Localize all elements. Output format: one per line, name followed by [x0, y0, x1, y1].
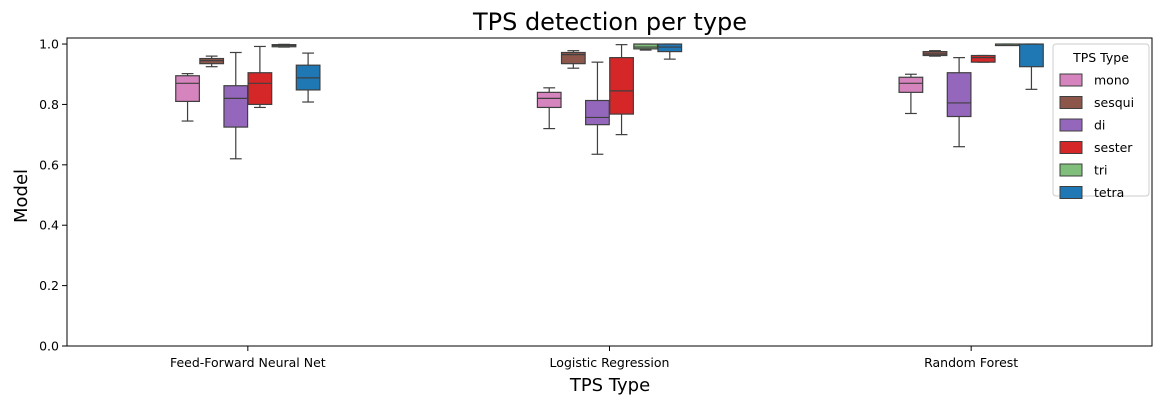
box-mono — [536, 87, 562, 130]
box-body — [609, 57, 634, 115]
y-axis-ticks: 0.0 0.2 0.4 0.6 0.8 1.0 — [39, 37, 67, 354]
legend-label-tri: tri — [1094, 163, 1108, 178]
legend-swatch-sester — [1059, 141, 1083, 154]
box-di — [946, 57, 972, 148]
legend-title: TPS Type — [1072, 50, 1129, 65]
box-di — [223, 51, 249, 160]
box-sester — [970, 54, 996, 63]
y-tick-label: 0.8 — [39, 97, 59, 112]
box-di — [585, 61, 610, 155]
box-sesqui — [922, 50, 948, 57]
y-tick-label: 0.0 — [39, 339, 59, 354]
box-body — [970, 54, 996, 63]
box-sesqui — [199, 55, 225, 68]
box-body — [657, 43, 683, 53]
y-tick-label: 0.6 — [39, 157, 59, 172]
box-body — [1019, 43, 1044, 68]
box-sester — [247, 45, 273, 109]
plot-area-frame — [66, 37, 1153, 347]
legend-label-sesqui: sesqui — [1094, 95, 1134, 110]
box-body — [247, 72, 273, 106]
box-body — [633, 43, 659, 50]
legend-label-di: di — [1094, 118, 1105, 133]
box-tri — [994, 43, 1020, 47]
box-sesqui — [560, 50, 586, 69]
y-tick-label: 1.0 — [39, 37, 59, 52]
box-body — [946, 72, 972, 118]
box-body — [223, 85, 249, 128]
box-body — [536, 91, 562, 109]
y-tick-label: 0.2 — [39, 278, 59, 293]
legend-label-sester: sester — [1094, 140, 1133, 155]
legend-swatch-mono — [1059, 73, 1083, 87]
box-mono — [898, 73, 924, 115]
box-body — [560, 51, 586, 65]
box-body — [175, 75, 200, 103]
x-axis-ticks: Feed-Forward Neural Net Logistic Regressi… — [170, 346, 1018, 370]
chart-title: TPS detection per type — [472, 8, 747, 36]
legend-swatch-sesqui — [1059, 96, 1083, 109]
y-axis-label: Model — [11, 169, 32, 223]
y-tick-label: 0.4 — [39, 218, 59, 233]
legend-items: mono sesqui di sester tri tetra — [1059, 73, 1134, 200]
legend-label-tetra: tetra — [1094, 185, 1124, 200]
legend-swatch-tetra — [1059, 186, 1083, 199]
x-tick-label: Logistic Regression — [550, 355, 670, 370]
box-body — [898, 76, 924, 93]
box-sester — [609, 44, 634, 136]
box-tetra — [657, 43, 683, 60]
legend-label-mono: mono — [1094, 73, 1129, 88]
legend: TPS Type mono sesqui di sester tri tetra — [1052, 43, 1150, 200]
x-axis-label: TPS Type — [569, 375, 650, 396]
box-tri — [633, 43, 659, 51]
x-tick-label: Feed-Forward Neural Net — [170, 355, 326, 370]
box-plot-marks — [175, 43, 1044, 160]
legend-swatch-di — [1059, 118, 1083, 132]
box-tetra — [1019, 43, 1044, 90]
x-tick-label: Random Forest — [924, 355, 1018, 370]
box-tri — [271, 43, 297, 48]
box-mono — [175, 73, 200, 122]
box-body — [585, 99, 610, 126]
legend-swatch-tri — [1059, 163, 1083, 177]
box-tetra — [295, 52, 321, 103]
